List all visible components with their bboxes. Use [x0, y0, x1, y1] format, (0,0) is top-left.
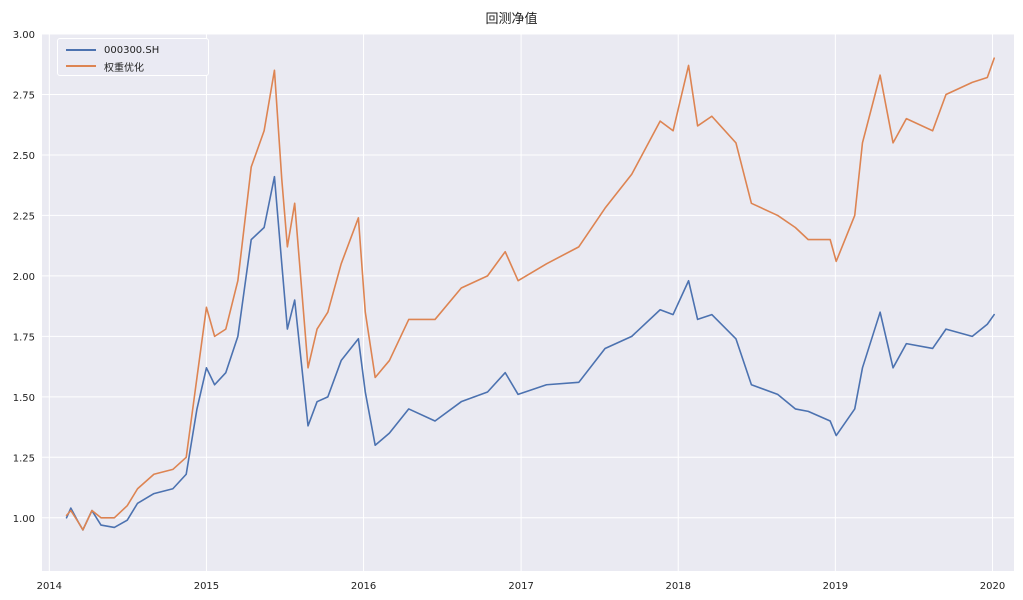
legend-line-weight-optimization [66, 65, 96, 67]
legend-label-weight-optimization: 权重优化 [104, 62, 144, 74]
series-line-000300-sh [65, 175, 995, 531]
legend-item-weight-optimization: 权重优化 [66, 59, 200, 74]
y-tick-label: 1.75 [13, 332, 35, 343]
series-line-weight-optimization [65, 57, 995, 531]
legend-label-000300-sh: 000300.SH [104, 44, 160, 56]
grid [42, 33, 1014, 571]
y-tick-label: 1.25 [13, 453, 35, 464]
y-tick-label: 2.50 [13, 151, 35, 162]
plot-area [42, 34, 1014, 571]
y-tick-label: 2.00 [13, 272, 35, 283]
x-tick-label: 2020 [980, 581, 1005, 592]
series-layer [65, 57, 995, 531]
chart-legend: 000300.SH 权重优化 [57, 38, 209, 76]
x-tick-label: 2014 [37, 581, 62, 592]
y-tick-label: 1.00 [13, 514, 35, 525]
x-tick-label: 2019 [823, 581, 848, 592]
legend-line-000300-sh [66, 49, 96, 51]
x-tick-label: 2016 [351, 581, 376, 592]
y-axis-ticks: 1.00 1.25 1.50 1.75 2.00 2.25 2.50 2.75 3.00 [13, 30, 35, 525]
y-tick-label: 2.75 [13, 90, 35, 101]
chart-title: 回测净值 [485, 12, 538, 27]
y-tick-label: 1.50 [13, 393, 35, 404]
x-tick-label: 2015 [194, 581, 219, 592]
x-tick-label: 2017 [508, 581, 533, 592]
legend-item-000300-sh: 000300.SH [66, 43, 200, 57]
y-tick-label: 2.25 [13, 211, 35, 222]
x-tick-label: 2018 [666, 581, 691, 592]
y-tick-label: 3.00 [13, 30, 35, 41]
x-axis-ticks: 2014 2015 2016 2017 2018 2019 2020 [37, 581, 1006, 592]
